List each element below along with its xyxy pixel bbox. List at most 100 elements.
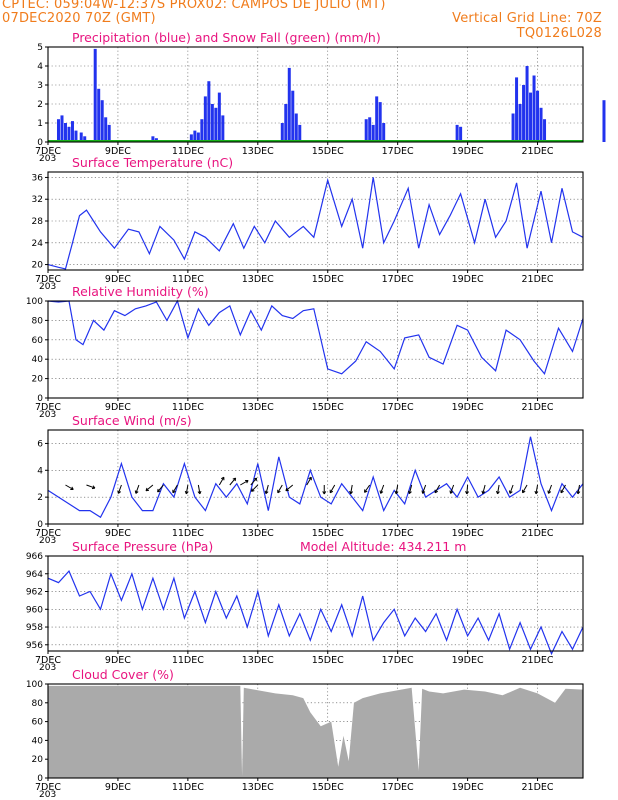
x-tick-label: 17DEC <box>382 782 414 793</box>
wind-arrow <box>560 484 566 494</box>
y-tick-label: 0 <box>37 520 43 530</box>
wind-arrow <box>547 484 552 494</box>
y-tick-label: 100 <box>26 680 43 690</box>
x-tick-label: 19DEC <box>452 402 484 413</box>
panel-frame <box>47 429 584 525</box>
y-tick-label: 6 <box>37 439 43 449</box>
panel-5: 956 958 960 962 964 966 7DEC 9DEC 11DEC 13DEC 15DE… <box>26 539 584 673</box>
panel-6: 0 20 40 60 80 100 7DEC 9DEC 11DEC 13DEC 15DEC 17DEC… <box>26 667 584 800</box>
wind-arrow-head <box>264 490 269 495</box>
x-tick-label: 19DEC <box>452 655 484 666</box>
precip-bar <box>104 117 108 142</box>
x-tick-label: 11DEC <box>172 402 204 413</box>
wind-arrow <box>535 484 539 494</box>
x-tick-label: 13DEC <box>242 402 274 413</box>
precip-bar <box>298 124 302 142</box>
y-tick-label: 24 <box>32 239 44 249</box>
wind-arrow <box>422 484 427 494</box>
precip-bar <box>100 100 104 142</box>
x-tick-label: 7DEC <box>35 146 61 157</box>
x-tick-label: 7DEC <box>35 528 61 539</box>
y-tick-label: 4 <box>37 62 43 72</box>
wind-arrow-head <box>322 491 327 495</box>
precip-bar <box>536 90 540 142</box>
precip-bar <box>217 92 221 142</box>
precip-bar <box>522 85 526 142</box>
x-tick-label: 21DEC <box>522 528 554 539</box>
wind-arrow-head <box>379 490 384 494</box>
x-tick-label: 11DEC <box>172 655 204 666</box>
wind-arrow-head <box>465 491 469 495</box>
panel-title: Surface Pressure (hPa) <box>72 539 213 554</box>
precip-bar <box>193 130 197 142</box>
header-run-time: 07DEC2020 70Z (GMT) <box>2 11 156 26</box>
precip-bar <box>511 113 515 142</box>
x-tick-label: 15DEC <box>312 655 344 666</box>
x-start-label: 203 <box>39 282 56 292</box>
wind-arrow-head <box>220 476 225 481</box>
y-tick-label: 28 <box>32 217 44 227</box>
precip-bar <box>210 104 214 142</box>
wind-arrow-head <box>508 490 513 494</box>
wind-arrow <box>86 484 96 489</box>
wind-arrow <box>466 484 469 495</box>
y-tick-label: 40 <box>32 355 44 365</box>
x-tick-label: 19DEC <box>452 528 484 539</box>
precip-bar <box>532 75 536 142</box>
wind-arrow-head <box>329 489 334 494</box>
x-start-label: 203 <box>39 154 56 164</box>
wind-arrow <box>157 484 164 493</box>
precip-bar <box>375 96 379 142</box>
y-tick-label: 960 <box>26 605 43 615</box>
series-line <box>47 299 584 376</box>
precip-bar <box>280 123 284 142</box>
x-tick-label: 13DEC <box>242 655 274 666</box>
wind-arrow-head <box>277 489 281 494</box>
wind-arrow-head <box>253 477 258 482</box>
wind-arrow <box>408 484 413 494</box>
wind-arrow-head <box>408 490 412 495</box>
x-tick-label: 11DEC <box>172 782 204 793</box>
panel-frame <box>47 555 584 652</box>
panel-frame <box>47 300 584 399</box>
precip-bar <box>539 107 543 142</box>
precip-bar <box>287 67 291 142</box>
wind-arrow-head <box>172 489 176 494</box>
x-tick-label: 19DEC <box>452 782 484 793</box>
y-tick-label: 4 <box>37 466 43 476</box>
y-tick-label: 60 <box>32 336 44 346</box>
wind-arrow-head <box>70 486 74 491</box>
wind-arrow <box>450 484 455 494</box>
precip-bar <box>83 136 87 142</box>
precip-bar <box>93 48 97 142</box>
y-tick-label: 0 <box>37 774 43 784</box>
wind-arrow-head <box>481 490 486 495</box>
x-tick-label: 13DEC <box>242 528 274 539</box>
y-tick-label: 956 <box>26 641 43 651</box>
wind-arrow <box>285 484 294 492</box>
wind-arrow-head <box>394 490 399 495</box>
y-tick-label: 20 <box>32 755 44 765</box>
header-station-line: CPTEC: 059:04W-12:37S PROX02: CAMPOS DE … <box>2 0 386 12</box>
precip-bar <box>525 66 529 142</box>
precip-bar <box>543 119 547 142</box>
x-tick-label: 17DEC <box>382 528 414 539</box>
wind-arrow <box>265 484 269 494</box>
series-line <box>47 436 584 519</box>
panel-4: 0 2 4 6 7DEC 9DEC 11DEC 13DEC 15DEC 17DEC 19DEC 21D… <box>35 413 584 546</box>
y-tick-label: 962 <box>26 588 43 598</box>
wind-arrow <box>482 484 486 494</box>
y-tick-label: 1 <box>37 119 43 129</box>
precip-bar <box>107 124 111 142</box>
x-tick-label: 15DEC <box>312 146 344 157</box>
precip-bar <box>518 104 522 142</box>
wind-arrow-head <box>534 490 539 495</box>
x-tick-label: 21DEC <box>522 146 554 157</box>
x-tick-label: 19DEC <box>452 146 484 157</box>
y-tick-label: 964 <box>26 570 43 580</box>
wind-arrow-head <box>117 490 122 494</box>
wind-arrow-head <box>349 490 353 495</box>
precip-bar <box>74 130 78 142</box>
x-tick-label: 21DEC <box>522 655 554 666</box>
y-tick-label: 966 <box>26 552 43 562</box>
